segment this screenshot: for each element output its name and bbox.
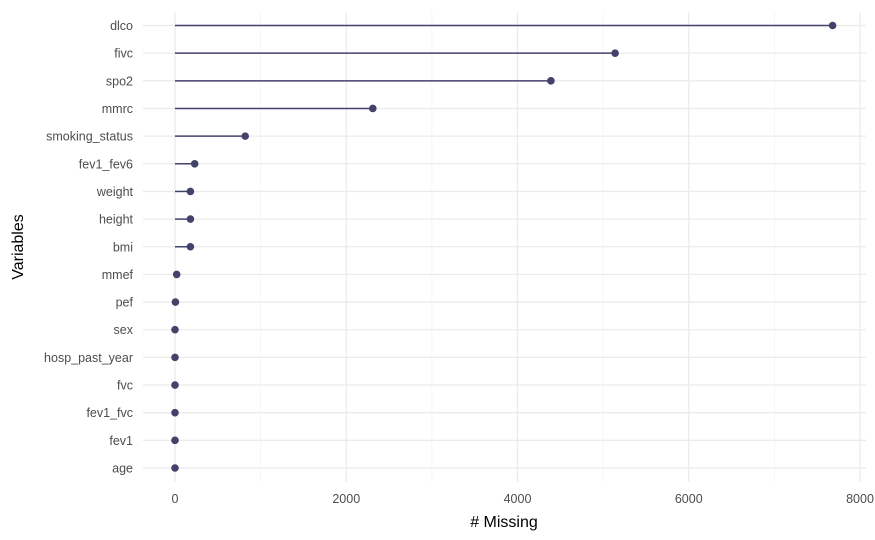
y-tick-label-mmrc: mmrc	[102, 102, 133, 116]
lollipop-point-fvc	[171, 381, 179, 389]
y-tick-label-dlco: dlco	[110, 19, 133, 33]
y-tick-label-weight: weight	[96, 185, 134, 199]
y-tick-label-age: age	[112, 462, 133, 476]
y-tick-label-smoking_status: smoking_status	[46, 130, 133, 144]
grid-layer	[143, 12, 866, 482]
y-axis-title: Variables	[10, 214, 27, 280]
y-tick-label-fev1_fev6: fev1_fev6	[79, 157, 133, 171]
x-tick-label: 4000	[504, 492, 532, 506]
lollipop-point-height	[186, 215, 195, 223]
lollipop-point-mmef	[172, 270, 181, 279]
x-tick-label: 0	[172, 492, 179, 506]
y-tick-label-fev1_fvc: fev1_fvc	[86, 406, 133, 420]
lollipop-point-fev1_fvc	[171, 408, 179, 417]
y-tick-label-hosp_past_year: hosp_past_year	[44, 351, 133, 365]
y-tick-label-fivc: fivc	[114, 47, 133, 61]
y-tick-label-height: height	[99, 213, 134, 227]
lollipop-point-pef	[171, 298, 180, 306]
lollipop-point-fev1	[171, 436, 179, 445]
lollipop-point-spo2	[547, 77, 555, 85]
lollipop-point-fivc	[611, 49, 619, 57]
lollipop-point-smoking_status	[241, 132, 250, 140]
lollipop-point-weight	[186, 187, 195, 196]
y-tick-label-pef: pef	[116, 296, 134, 310]
y-tick-label-sex: sex	[114, 323, 134, 337]
x-tick-label: 2000	[332, 492, 360, 506]
y-tick-label-spo2: spo2	[106, 74, 133, 88]
lollipop-point-age	[171, 464, 179, 472]
y-tick-label-bmi: bmi	[113, 240, 133, 254]
mark-layer	[171, 21, 837, 472]
y-tick-label-fvc: fvc	[117, 379, 133, 393]
lollipop-point-dlco	[828, 21, 837, 30]
lollipop-point-fev1_fev6	[190, 159, 199, 168]
x-tick-label: 6000	[675, 492, 703, 506]
x-axis-title: # Missing	[470, 514, 538, 531]
lollipop-point-hosp_past_year	[171, 353, 179, 362]
label-layer: 0 2000 4000 6000 8000 dlco fivc spo2 mmrc smoking…	[44, 19, 874, 506]
x-tick-label: 8000	[846, 492, 874, 506]
lollipop-point-sex	[171, 325, 179, 334]
y-tick-label-mmef: mmef	[102, 268, 134, 282]
lollipop-point-mmrc	[368, 104, 377, 113]
y-tick-label-fev1: fev1	[109, 434, 133, 448]
lollipop-point-bmi	[186, 242, 195, 251]
